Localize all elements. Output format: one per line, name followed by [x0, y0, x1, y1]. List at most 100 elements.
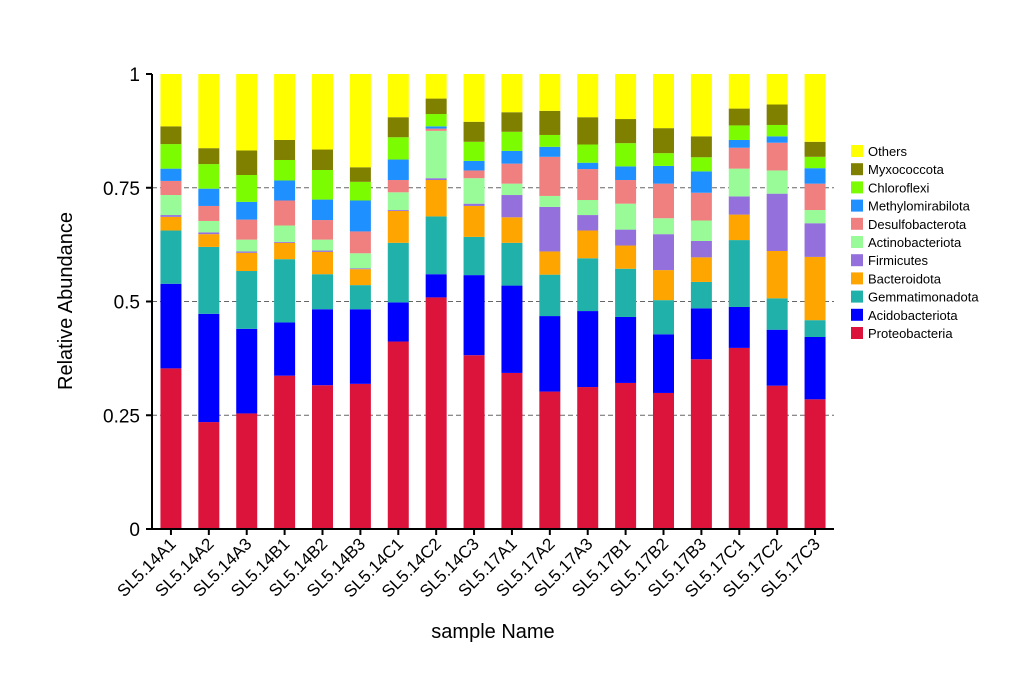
y-tick-label: 1: [129, 65, 140, 86]
bar-segment-others: [198, 74, 220, 149]
bar-segment-firmicutes: [274, 241, 296, 243]
bar-segment-proteobacteria: [653, 392, 674, 529]
bar-segment-desulfobacterota: [501, 163, 523, 184]
bar-segment-methylomirabilota: [539, 146, 561, 157]
bar-segment-gemmatimonadota: [653, 300, 674, 335]
bar-segment-chloroflexi: [349, 181, 371, 201]
bar-segment-actinobacteriota: [312, 239, 333, 251]
bar-segment-firmicutes: [653, 234, 674, 271]
legend-swatch: [851, 236, 863, 248]
bar-segment-bacteroidota: [160, 216, 182, 231]
bar-segment-myxococcota: [539, 110, 561, 135]
bars: [160, 74, 826, 529]
bar-segment-acidobacteriota: [653, 334, 674, 393]
bar-segment-methylomirabilota: [425, 126, 447, 129]
y-tick-label: 0.5: [114, 293, 140, 314]
bar-segment-others: [653, 74, 674, 129]
bar-segment-proteobacteria: [236, 413, 258, 529]
bar-segment-gemmatimonadota: [236, 271, 258, 329]
bar-segment-firmicutes: [615, 229, 637, 246]
legend-swatch: [851, 290, 863, 303]
bar-segment-firmicutes: [728, 196, 750, 215]
bar-segment-firmicutes: [425, 178, 447, 181]
bar-segment-myxococcota: [387, 117, 409, 138]
bar-segment-acidobacteriota: [577, 311, 599, 388]
bar-segment-firmicutes: [766, 193, 788, 251]
bar-segment-acidobacteriota: [349, 309, 371, 384]
bar-segment-actinobacteriota: [728, 168, 750, 197]
bar-segment-gemmatimonadota: [349, 285, 371, 310]
bar-segment-proteobacteria: [690, 359, 712, 529]
legend-label: Desulfobacterota: [868, 217, 967, 232]
bar-segment-desulfobacterota: [766, 142, 788, 171]
bar-segment-desulfobacterota: [312, 220, 333, 240]
bar-segment-actinobacteriota: [198, 220, 220, 233]
legend-label: Gemmatimonadota: [868, 290, 979, 305]
bar-segment-methylomirabilota: [387, 159, 409, 181]
bar-segment-proteobacteria: [274, 375, 296, 529]
bar-segment-others: [728, 74, 750, 109]
bar-segment-bacteroidota: [198, 234, 220, 247]
bar-segment-proteobacteria: [387, 341, 409, 529]
bar-segment-acidobacteriota: [312, 309, 333, 386]
bar-segment-desulfobacterota: [577, 169, 599, 201]
bar-segment-actinobacteriota: [804, 210, 826, 224]
bar-segment-desulfobacterota: [198, 205, 220, 221]
bar-segment-firmicutes: [577, 215, 599, 231]
bar-segment-firmicutes: [804, 223, 826, 257]
bar-segment-myxococcota: [615, 119, 637, 144]
bar-segment-methylomirabilota: [160, 168, 182, 181]
bar-segment-acidobacteriota: [766, 329, 788, 386]
bar-segment-methylomirabilota: [312, 199, 333, 221]
bar-segment-chloroflexi: [690, 157, 712, 172]
legend-swatch: [851, 217, 863, 230]
bar-segment-methylomirabilota: [349, 200, 371, 232]
bar-segment-firmicutes: [690, 240, 712, 258]
bar-segment-acidobacteriota: [236, 328, 258, 414]
bar-segment-methylomirabilota: [653, 165, 674, 184]
bar-segment-bacteroidota: [577, 230, 599, 259]
bar-segment-bacteroidota: [425, 180, 447, 217]
bar-segment-actinobacteriota: [160, 195, 182, 216]
bar-segment-desulfobacterota: [387, 180, 409, 193]
bar-segment-methylomirabilota: [690, 171, 712, 193]
bar-segment-chloroflexi: [615, 143, 637, 167]
bar-segment-proteobacteria: [160, 368, 182, 529]
legend-label: Actinobacteriota: [868, 235, 962, 250]
bar-segment-firmicutes: [539, 206, 561, 252]
bar-segment-bacteroidota: [312, 251, 333, 275]
bar-segment-desulfobacterota: [425, 128, 447, 131]
bar-segment-bacteroidota: [236, 252, 258, 272]
bar-segment-myxococcota: [312, 149, 333, 171]
bar-segment-bacteroidota: [690, 257, 712, 282]
bar-segment-firmicutes: [501, 195, 523, 218]
bar-segment-others: [387, 74, 409, 118]
bar-segment-others: [690, 74, 712, 137]
bar-segment-bacteroidota: [653, 270, 674, 301]
legend-swatch: [851, 145, 863, 157]
bar-segment-others: [312, 74, 333, 150]
bar-segment-chloroflexi: [501, 131, 523, 151]
bar-segment-bacteroidota: [387, 210, 409, 243]
legend-swatch: [851, 199, 863, 212]
bar-segment-myxococcota: [160, 126, 182, 145]
bar-segment-others: [577, 74, 599, 118]
bar-segment-others: [236, 74, 258, 151]
bar-segment-methylomirabilota: [766, 136, 788, 143]
bar-segment-others: [766, 74, 788, 105]
bar-segment-actinobacteriota: [501, 183, 523, 196]
bar-segment-gemmatimonadota: [425, 216, 447, 275]
bar-segment-gemmatimonadota: [501, 242, 523, 286]
bar-segment-myxococcota: [349, 167, 371, 182]
bar-segment-desulfobacterota: [349, 231, 371, 254]
bar-segment-acidobacteriota: [690, 308, 712, 360]
bar-segment-acidobacteriota: [274, 322, 296, 376]
bar-segment-chloroflexi: [577, 144, 599, 163]
bar-segment-methylomirabilota: [501, 150, 523, 164]
bar-segment-myxococcota: [236, 150, 258, 176]
bar-segment-gemmatimonadota: [615, 268, 637, 317]
bar-segment-acidobacteriota: [387, 302, 409, 342]
legend-label: Others: [868, 144, 908, 159]
bar-segment-chloroflexi: [274, 159, 296, 181]
bar-segment-methylomirabilota: [274, 180, 296, 201]
